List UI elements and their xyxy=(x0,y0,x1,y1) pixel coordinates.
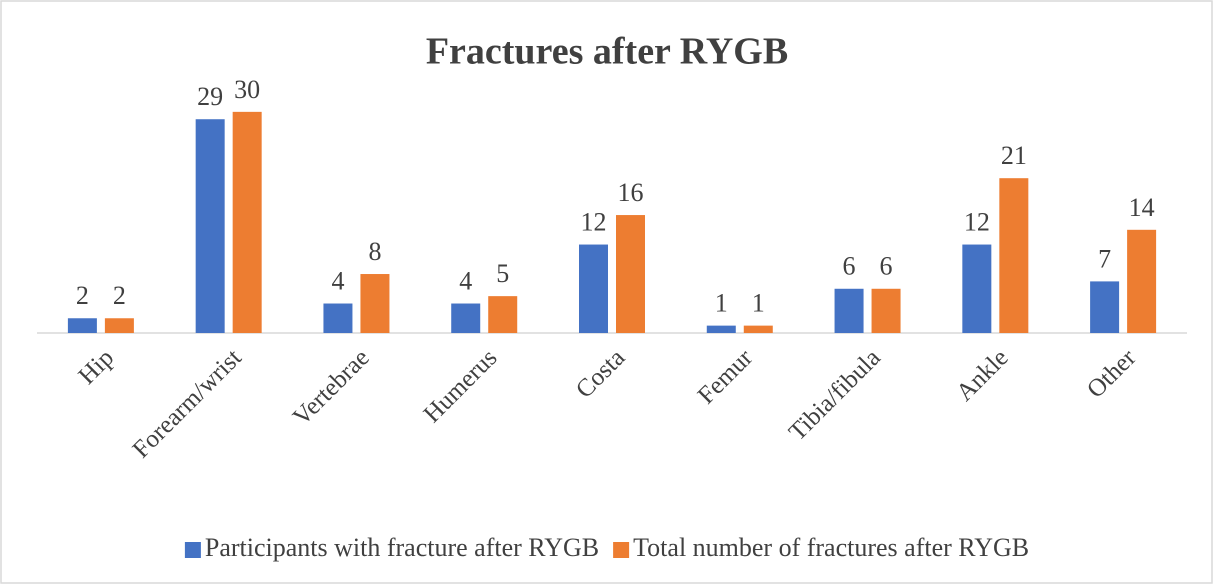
bar xyxy=(67,318,97,333)
bar xyxy=(104,318,134,333)
bar xyxy=(451,303,481,333)
value-label: 16 xyxy=(618,178,644,207)
bar xyxy=(616,215,645,333)
legend-label: Participants with fracture after RYGB xyxy=(205,533,599,562)
bar xyxy=(743,325,773,333)
bar xyxy=(232,111,262,333)
bar xyxy=(195,119,225,333)
bar xyxy=(834,288,864,333)
value-label: 29 xyxy=(197,82,223,111)
value-label: 6 xyxy=(843,252,856,281)
legend-swatch xyxy=(184,542,201,558)
bar xyxy=(323,303,353,333)
value-label: 1 xyxy=(752,289,765,318)
value-label: 12 xyxy=(581,208,607,237)
value-label: 8 xyxy=(368,237,381,266)
value-label: 7 xyxy=(1098,244,1111,273)
value-label: 1 xyxy=(715,289,728,318)
value-label: 21 xyxy=(1001,141,1027,170)
value-label: 12 xyxy=(964,208,990,237)
legend-swatch xyxy=(613,542,630,558)
bar xyxy=(706,325,736,333)
bar xyxy=(579,244,608,333)
value-label: 6 xyxy=(880,252,893,281)
value-label: 4 xyxy=(459,266,472,295)
value-label: 14 xyxy=(1129,193,1155,222)
bar xyxy=(871,288,901,333)
bar xyxy=(488,296,518,333)
legend-label: Total number of fractures after RYGB xyxy=(633,533,1029,562)
value-label: 2 xyxy=(76,281,89,310)
bar xyxy=(1127,229,1157,333)
chart-title: Fractures after RYGB xyxy=(426,31,788,73)
value-label: 5 xyxy=(496,259,509,288)
value-label: 2 xyxy=(113,281,126,310)
bar xyxy=(1090,281,1120,333)
bar xyxy=(962,244,992,333)
bar xyxy=(999,178,1029,333)
bar xyxy=(360,274,390,333)
value-label: 30 xyxy=(234,75,260,104)
value-label: 4 xyxy=(331,266,344,295)
